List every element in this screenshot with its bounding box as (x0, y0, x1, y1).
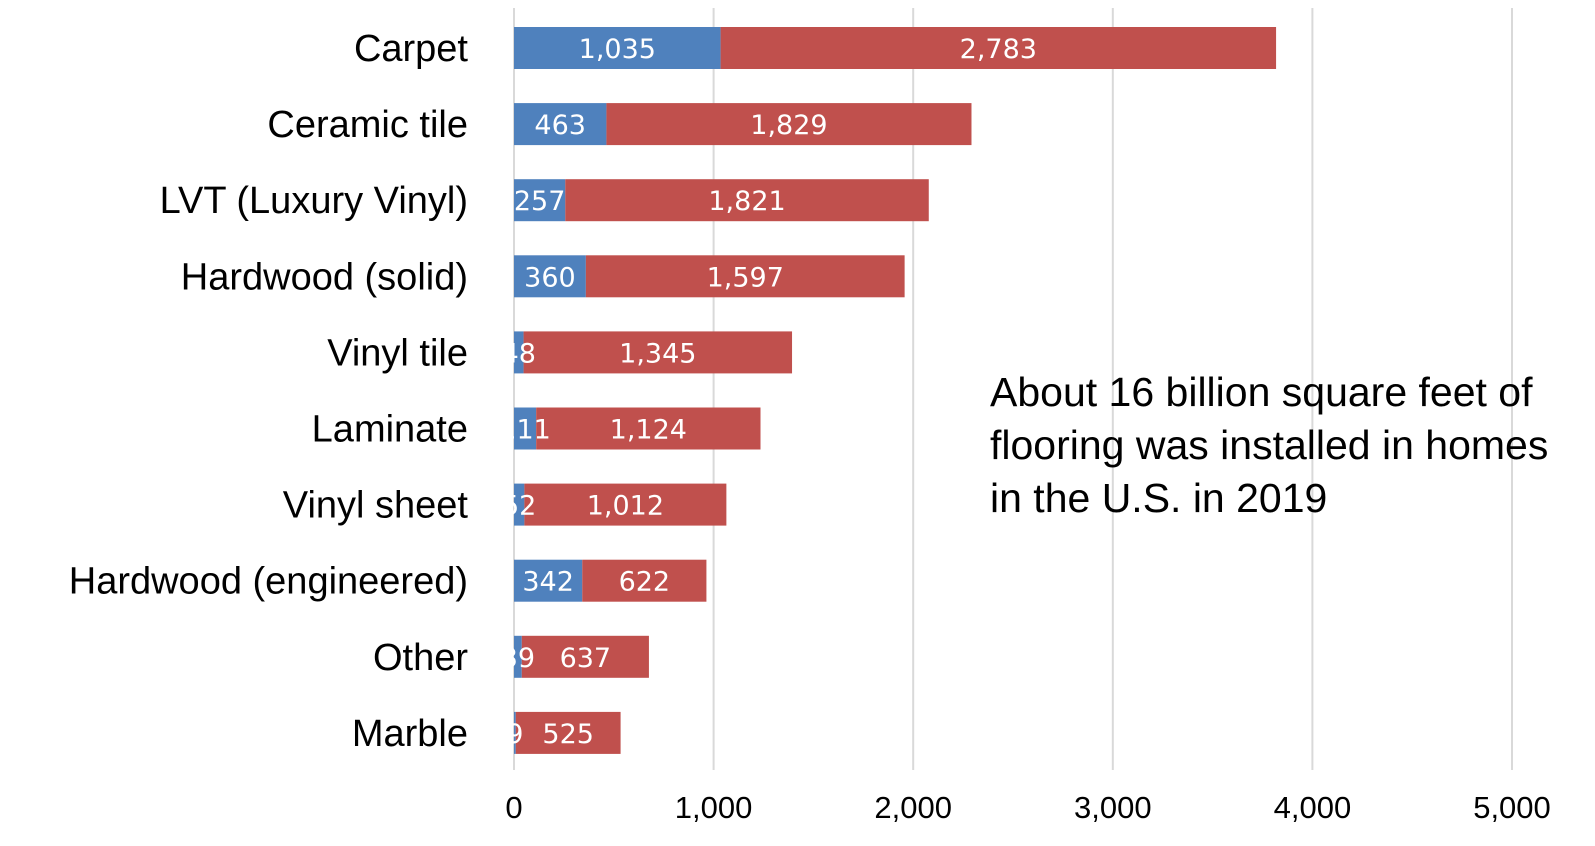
x-tick-label: 2,000 (874, 790, 952, 825)
x-tick-label: 3,000 (1074, 790, 1152, 825)
data-label: 1,012 (587, 491, 664, 522)
bar-segment (514, 407, 537, 450)
bar-segment (514, 103, 607, 146)
bar-segment (523, 331, 793, 374)
category-label: Laminate (312, 409, 468, 451)
data-label: 9 (506, 719, 523, 750)
data-label: 1,124 (610, 415, 687, 446)
bar-segment (514, 331, 524, 374)
data-label: 525 (542, 719, 594, 750)
category-label: Hardwood (solid) (181, 256, 468, 298)
bar-segment (521, 635, 649, 678)
data-label: 637 (560, 643, 612, 674)
bar-segment (524, 483, 727, 526)
bar-segment (720, 27, 1277, 69)
bar-segment (514, 255, 586, 298)
category-label: Vinyl tile (327, 332, 468, 374)
bar-segment (585, 255, 905, 298)
data-labels: 1,035 2,783 463 1,829 257 1,821 360 1,597 48 1,34… (499, 34, 1037, 750)
data-label: 2,783 (960, 34, 1037, 65)
data-label: 48 (502, 338, 536, 369)
x-axis-tick-labels: 0 1,000 2,000 3,000 4,000 5,000 (505, 790, 1550, 825)
data-label: 1,597 (707, 262, 784, 293)
category-label: Hardwood (engineered) (69, 561, 468, 603)
category-label: Marble (352, 713, 468, 755)
data-label: 1,829 (750, 110, 827, 141)
category-label: Ceramic tile (267, 104, 468, 146)
data-label: 360 (524, 262, 576, 293)
bar-segment (514, 27, 721, 69)
data-label: 52 (502, 491, 536, 522)
bar-segment (514, 483, 525, 526)
data-label: 463 (534, 110, 586, 141)
data-label: 622 (619, 567, 671, 598)
x-tick-label: 4,000 (1274, 790, 1352, 825)
data-label: 257 (514, 186, 566, 217)
bar-segment (536, 407, 761, 450)
category-label: Other (373, 637, 468, 679)
category-label: Vinyl sheet (283, 485, 469, 527)
x-tick-label: 5,000 (1473, 790, 1551, 825)
chart-annotation: About 16 billion square feet of flooring… (990, 369, 1549, 521)
bar-segment (606, 103, 972, 146)
category-label: Carpet (354, 28, 468, 70)
bar-segment (514, 179, 566, 222)
data-label: 342 (522, 567, 574, 598)
bar-segment (514, 711, 516, 754)
data-label: 39 (501, 643, 535, 674)
category-labels: Carpet Ceramic tile LVT (Luxury Vinyl) Hard… (69, 28, 469, 755)
data-label: 1,821 (708, 186, 785, 217)
category-label: LVT (Luxury Vinyl) (160, 180, 468, 222)
x-tick-label: 0 (505, 790, 522, 825)
bar-segment (514, 635, 522, 678)
data-label: 111 (499, 415, 551, 446)
bar-segment (515, 711, 621, 754)
x-tick-label: 1,000 (675, 790, 753, 825)
bar-segment (582, 559, 707, 602)
bars (514, 27, 1277, 754)
bar-segment (514, 559, 583, 602)
data-label: 1,345 (619, 338, 696, 369)
data-label: 1,035 (579, 34, 656, 65)
bar-segment (565, 179, 929, 222)
